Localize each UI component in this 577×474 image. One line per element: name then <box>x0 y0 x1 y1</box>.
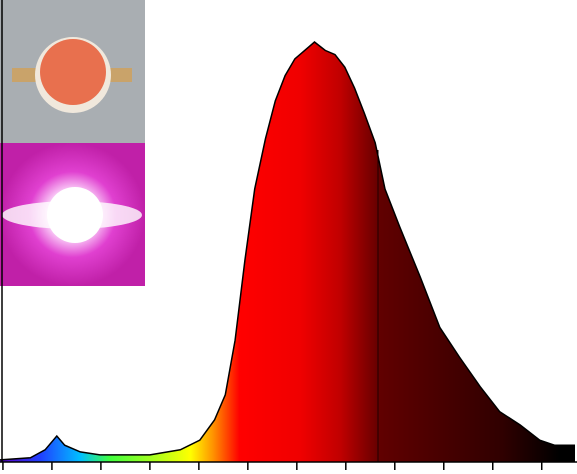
spectrum-line <box>0 41 575 461</box>
plot-area <box>0 41 575 462</box>
spectrum-fill <box>0 42 575 462</box>
led-dome <box>40 39 106 105</box>
led-glow <box>47 187 103 243</box>
